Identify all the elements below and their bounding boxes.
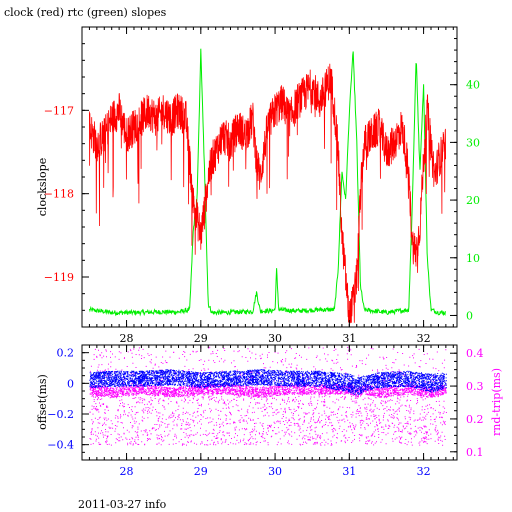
rndtrip-y-axis-title: rnd-trip(ms) — [490, 368, 503, 436]
y2-tick-label: 0.1 — [466, 446, 484, 459]
x-tick-label: 31 — [342, 465, 356, 478]
x-tick-label: 29 — [194, 332, 208, 345]
y2-tick-label: 40 — [466, 79, 480, 92]
rndtrip-scatter-points — [89, 346, 447, 446]
x-tick-label: 30 — [268, 465, 282, 478]
y2-tick-label: 0.2 — [466, 413, 484, 426]
x-tick-label: 32 — [417, 465, 431, 478]
y-tick-label: −117 — [44, 104, 74, 117]
y-tick-label: −118 — [44, 188, 74, 201]
x-tick-label: 31 — [342, 332, 356, 345]
y-tick-label: −0.4 — [47, 439, 74, 452]
x-tick-label: 28 — [120, 332, 134, 345]
rtc-series-line — [88, 48, 446, 317]
y-tick-label: 0.2 — [57, 347, 75, 360]
offset-series-layer — [89, 346, 447, 446]
offset-chart: 28 29 30 31 32 0.2 0 −0.2 −0.4 0.1 0.2 0.3 0.4 offse… — [36, 344, 503, 478]
y-tick-label: 0 — [67, 377, 74, 390]
y2-tick-label: 0.3 — [466, 380, 484, 393]
slope-chart: 28 29 30 31 32 −117 −118 −119 0 10 20 30 40 clockslo… — [36, 26, 480, 345]
x-tick-label: 29 — [194, 465, 208, 478]
y2-tick-label: 20 — [466, 194, 480, 207]
clock-series-line — [89, 63, 446, 324]
offset-scatter-points — [89, 369, 447, 396]
slope-y-axis-title: clockslope — [36, 158, 49, 216]
x-tick-label: 32 — [417, 332, 431, 345]
y2-tick-label: 10 — [466, 252, 480, 265]
y-tick-label: −119 — [44, 271, 74, 284]
footer-label: 2011-03-27 info — [78, 498, 167, 511]
y-tick-label: −0.2 — [47, 408, 74, 421]
y2-tick-label: 0 — [466, 309, 473, 322]
slope-series-layer — [88, 48, 446, 324]
offset-ticks: 28 29 30 31 32 0.2 0 −0.2 −0.4 0.1 0.2 0.3 0.4 — [47, 344, 484, 478]
slope-ticks: 28 29 30 31 32 −117 −118 −119 0 10 20 30 40 — [44, 26, 480, 345]
x-tick-label: 28 — [120, 465, 134, 478]
y2-tick-label: 30 — [466, 136, 480, 149]
y2-tick-label: 0.4 — [466, 347, 484, 360]
offset-y-axis-title: offset(ms) — [36, 374, 49, 430]
x-tick-label: 30 — [268, 332, 282, 345]
figure-title: clock (red) rtc (green) slopes — [4, 6, 167, 19]
